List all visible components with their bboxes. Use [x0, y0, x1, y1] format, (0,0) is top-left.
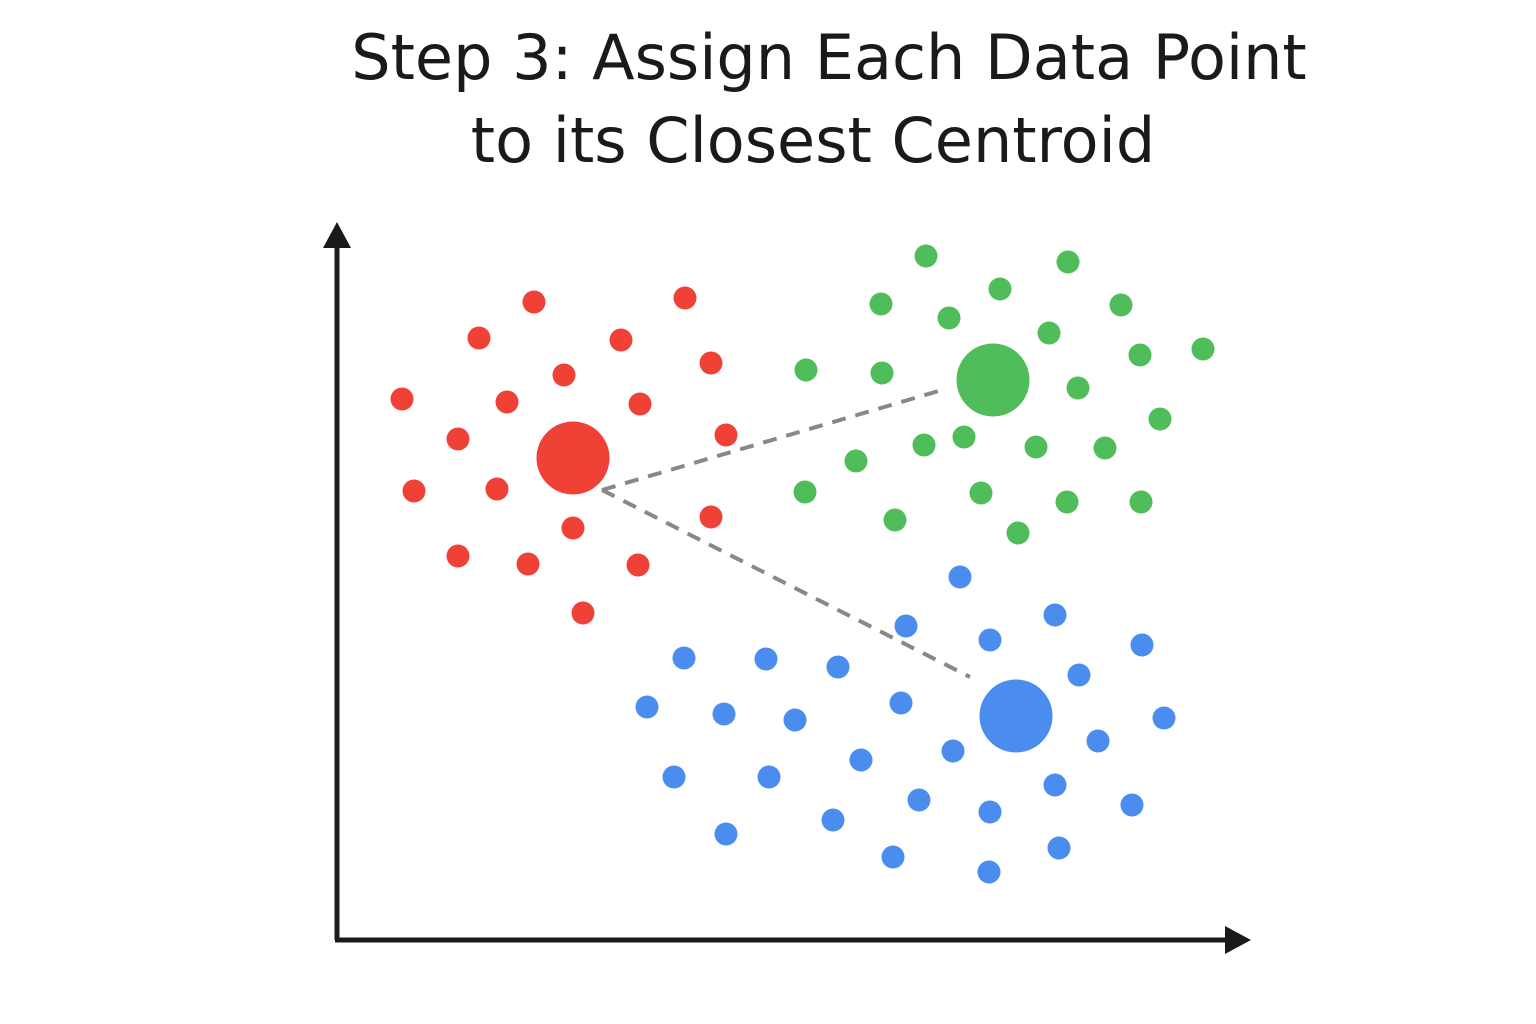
data-point: [1056, 250, 1080, 274]
data-point: [1109, 293, 1133, 317]
distance-line: [601, 488, 971, 679]
data-point: [402, 479, 426, 503]
data-point: [1043, 773, 1067, 797]
data-point: [948, 565, 972, 589]
distance-lines: [601, 388, 971, 679]
data-point: [609, 328, 633, 352]
data-point: [446, 544, 470, 568]
data-point: [869, 292, 893, 316]
axes: [323, 222, 1251, 954]
x-arrow: [1225, 926, 1251, 954]
data-point: [571, 601, 595, 625]
data-point: [793, 480, 817, 504]
data-point: [988, 277, 1012, 301]
data-point: [952, 425, 976, 449]
data-point: [712, 702, 736, 726]
data-point: [969, 481, 993, 505]
data-point: [1037, 321, 1061, 345]
data-point: [1148, 407, 1172, 431]
data-point: [826, 655, 850, 679]
data-point: [914, 244, 938, 268]
data-point: [662, 765, 686, 789]
data-point: [977, 860, 1001, 884]
y-arrow: [323, 222, 351, 248]
data-point: [1024, 435, 1048, 459]
data-point: [941, 739, 965, 763]
data-point: [714, 423, 738, 447]
data-point: [714, 822, 738, 846]
centroid: [956, 343, 1030, 417]
centroid: [536, 421, 610, 495]
data-point: [1130, 633, 1154, 657]
data-point: [844, 449, 868, 473]
data-point: [552, 363, 576, 387]
data-point: [757, 765, 781, 789]
data-point: [937, 306, 961, 330]
data-point: [522, 290, 546, 314]
data-point: [821, 808, 845, 832]
data-point: [1191, 337, 1215, 361]
data-point: [907, 788, 931, 812]
data-point: [894, 614, 918, 638]
data-point: [1067, 663, 1091, 687]
data-point: [881, 845, 905, 869]
data-point: [978, 800, 1002, 824]
data-point: [870, 361, 894, 385]
data-point: [1086, 729, 1110, 753]
data-point: [699, 351, 723, 375]
data-point: [1006, 521, 1030, 545]
data-point: [794, 358, 818, 382]
data-point: [1128, 343, 1152, 367]
data-point: [635, 695, 659, 719]
data-point: [626, 553, 650, 577]
title-line: to its Closest Centroid: [471, 104, 1155, 177]
data-point: [1047, 836, 1071, 860]
data-point: [889, 691, 913, 715]
data-point: [754, 647, 778, 671]
data-point: [561, 516, 585, 540]
data-point: [883, 508, 907, 532]
data-point: [390, 387, 414, 411]
data-point: [1152, 706, 1176, 730]
data-point: [673, 286, 697, 310]
data-point: [1093, 436, 1117, 460]
data-point: [1120, 793, 1144, 817]
data-point: [467, 326, 491, 350]
data-point: [978, 628, 1002, 652]
data-point: [672, 646, 696, 670]
data-point: [446, 427, 470, 451]
points: [390, 244, 1215, 884]
data-point: [485, 477, 509, 501]
data-point: [1129, 490, 1153, 514]
distance-line: [601, 388, 943, 492]
data-point: [516, 552, 540, 576]
data-point: [783, 708, 807, 732]
data-point: [495, 390, 519, 414]
data-point: [849, 748, 873, 772]
data-point: [912, 433, 936, 457]
centroid: [979, 679, 1053, 753]
data-point: [1043, 603, 1067, 627]
data-point: [1066, 376, 1090, 400]
data-point: [628, 392, 652, 416]
data-point: [699, 505, 723, 529]
data-point: [1055, 490, 1079, 514]
title-line: Step 3: Assign Each Data Point: [351, 21, 1306, 94]
